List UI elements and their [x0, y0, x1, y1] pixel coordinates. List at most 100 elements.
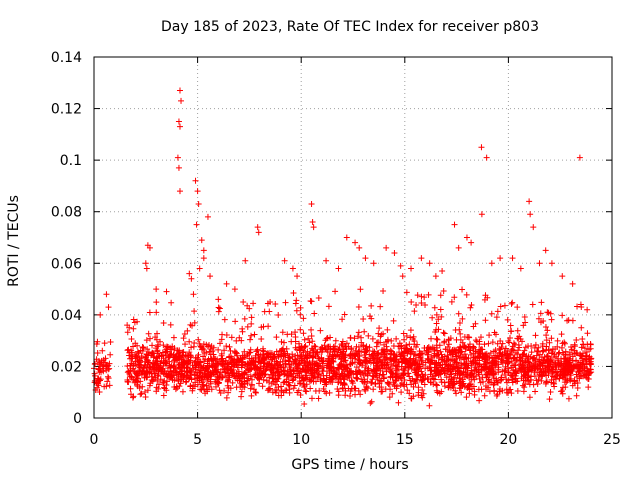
data-point — [309, 338, 316, 345]
data-point — [554, 343, 561, 350]
data-point — [193, 221, 200, 228]
data-point — [138, 369, 145, 376]
y-tick-label: 0.04 — [51, 308, 82, 324]
data-point — [347, 368, 354, 375]
data-point — [134, 381, 141, 388]
data-point — [294, 373, 301, 380]
data-point — [467, 372, 474, 379]
data-point — [452, 356, 459, 363]
data-point — [352, 347, 359, 354]
data-point — [543, 346, 550, 353]
data-point — [216, 387, 223, 394]
data-point — [582, 357, 589, 364]
data-point — [576, 368, 583, 375]
data-point — [364, 385, 371, 392]
data-point — [95, 375, 102, 382]
data-point — [242, 257, 249, 264]
data-point — [99, 347, 106, 354]
data-point — [368, 315, 375, 322]
data-point — [238, 388, 245, 395]
data-point — [474, 360, 481, 367]
data-point — [478, 144, 485, 151]
data-point — [192, 375, 199, 382]
data-point — [201, 373, 208, 380]
data-point — [217, 340, 224, 347]
data-point — [561, 356, 568, 363]
data-point — [529, 365, 536, 372]
data-point — [368, 380, 375, 387]
data-point — [544, 309, 551, 316]
data-point — [355, 356, 362, 363]
data-point — [126, 324, 133, 331]
data-point — [477, 351, 484, 358]
data-point — [323, 372, 330, 379]
data-point — [281, 257, 288, 264]
data-point — [459, 315, 466, 322]
data-point — [153, 361, 160, 368]
data-point — [534, 369, 541, 376]
data-point — [229, 379, 236, 386]
data-point — [391, 357, 398, 364]
data-point — [339, 316, 346, 323]
x-tick-label: 25 — [603, 432, 621, 448]
data-point — [531, 344, 538, 351]
data-point — [225, 389, 232, 396]
data-point — [453, 390, 460, 397]
data-point — [174, 369, 181, 376]
data-point — [520, 322, 527, 329]
data-point — [445, 356, 452, 363]
data-point — [105, 304, 112, 311]
data-point — [241, 378, 248, 385]
data-point — [400, 369, 407, 376]
data-point — [460, 361, 467, 368]
data-point — [463, 365, 470, 372]
data-point — [107, 351, 114, 358]
data-point — [448, 375, 455, 382]
data-point — [182, 341, 189, 348]
data-point — [305, 335, 312, 342]
data-point — [564, 371, 571, 378]
data-point — [389, 362, 396, 369]
data-point — [348, 377, 355, 384]
data-point — [382, 362, 389, 369]
data-point — [504, 358, 511, 365]
data-point — [395, 399, 402, 406]
data-point — [128, 360, 135, 367]
data-point — [433, 381, 440, 388]
data-point — [455, 310, 462, 317]
data-point — [473, 372, 480, 379]
data-point — [200, 255, 207, 262]
data-point — [170, 364, 177, 371]
data-point — [407, 327, 414, 334]
data-point — [327, 378, 334, 385]
data-point — [372, 380, 379, 387]
y-tick-label: 0 — [73, 411, 82, 427]
data-point — [137, 391, 144, 398]
data-point — [147, 364, 154, 371]
data-point — [238, 364, 245, 371]
data-point — [568, 344, 575, 351]
data-point — [160, 342, 167, 349]
data-point — [221, 316, 228, 323]
data-point — [355, 329, 362, 336]
data-point — [361, 378, 368, 385]
data-point — [392, 356, 399, 363]
data-point — [228, 334, 235, 341]
data-point — [176, 188, 183, 195]
data-point — [204, 213, 211, 220]
data-point — [370, 386, 377, 393]
data-point — [587, 341, 594, 348]
data-point — [568, 362, 575, 369]
data-point — [252, 371, 259, 378]
data-point — [387, 374, 394, 381]
data-point — [239, 325, 246, 332]
data-point — [158, 352, 165, 359]
data-point — [476, 346, 483, 353]
data-point — [401, 336, 408, 343]
data-point — [548, 316, 555, 323]
data-point — [441, 383, 448, 390]
data-point — [499, 357, 506, 364]
data-point — [546, 339, 553, 346]
data-points — [91, 87, 595, 409]
data-point — [183, 378, 190, 385]
